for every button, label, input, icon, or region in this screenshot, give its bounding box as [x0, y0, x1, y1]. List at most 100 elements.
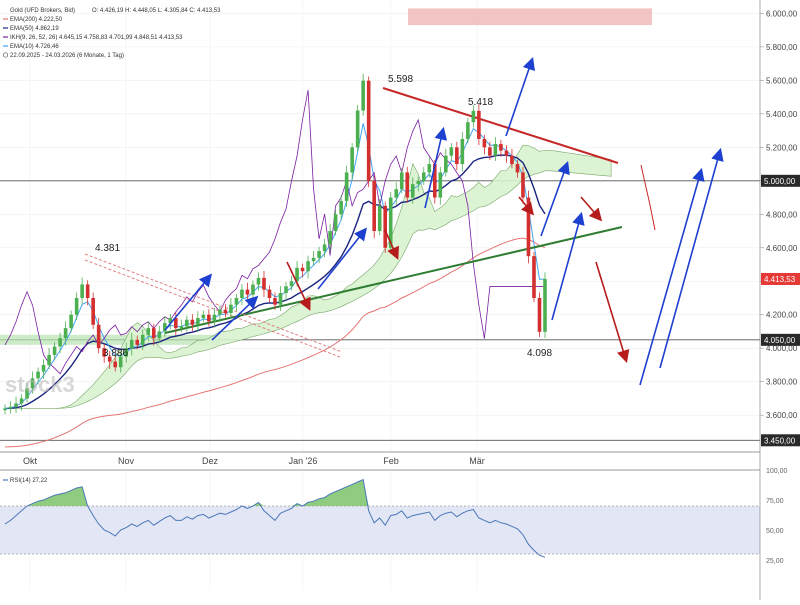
candle-body	[278, 292, 283, 305]
price-annotation: 5.598	[388, 74, 413, 85]
x-tick-label: Jan '26	[289, 456, 318, 466]
candle-body	[8, 406, 13, 409]
rsi-band	[0, 506, 760, 554]
candle-body	[69, 314, 73, 329]
price-annotation: 4.098	[527, 348, 552, 359]
resistance-zone	[408, 8, 652, 26]
rsi-tick-label: 100,00	[766, 468, 788, 475]
blue-arrow	[659, 147, 724, 369]
blue-arrow	[164, 273, 213, 331]
candle-body	[179, 326, 184, 329]
candle-body	[140, 334, 145, 345]
candle-body	[311, 257, 316, 262]
y-tick-label: 4.800,00	[766, 210, 798, 219]
candle-body	[471, 110, 476, 123]
dashed-channel-line	[84, 259, 341, 358]
candle-body	[366, 80, 371, 181]
candle-body	[499, 143, 503, 151]
candle-body	[146, 328, 151, 335]
resistance-trendline	[382, 87, 619, 164]
candle-body	[333, 214, 338, 232]
watermark: stock3	[5, 372, 75, 397]
candle-body	[151, 328, 156, 339]
candle-body	[477, 110, 481, 139]
candle-body	[328, 231, 332, 245]
x-tick-label: Nov	[118, 456, 135, 466]
candle-body	[190, 319, 195, 325]
y-tick-label: 3.600,00	[766, 411, 798, 420]
candle-body	[74, 297, 79, 315]
candle-body	[399, 172, 404, 190]
candle-body	[344, 172, 349, 201]
blue-arrow	[639, 167, 705, 386]
blue-arrow	[551, 211, 585, 321]
candle-body	[432, 164, 437, 198]
rsi-overbought-fill	[5, 479, 545, 506]
candle-body	[19, 398, 24, 404]
candle-body	[36, 371, 40, 379]
last-price-badge	[761, 272, 800, 285]
candle-body	[240, 289, 244, 298]
candle-body	[295, 267, 299, 282]
candle-body	[510, 155, 514, 165]
candle-body	[25, 388, 29, 399]
candle-body	[234, 297, 239, 305]
candle-body	[405, 172, 410, 198]
candle-body	[113, 361, 118, 368]
candle-body	[482, 138, 487, 148]
candle-body	[322, 244, 327, 252]
candle-body	[444, 155, 448, 173]
candle-body	[52, 346, 57, 355]
candle-body	[85, 284, 90, 298]
price-annotation: 3.886	[103, 348, 128, 359]
red-arrow	[595, 261, 630, 364]
y-tick-label: 4.000,00	[766, 344, 798, 353]
level-badge	[761, 434, 800, 447]
candle-body	[207, 314, 211, 322]
ema200-line	[4, 237, 546, 448]
candle-body	[196, 318, 200, 325]
candle-body	[245, 289, 250, 295]
candle-body	[438, 172, 443, 198]
candle-body	[229, 304, 233, 314]
candle-body	[466, 122, 470, 139]
candle-body	[129, 339, 134, 349]
x-tick-label: Mär	[469, 456, 485, 466]
y-tick-label: 5.200,00	[766, 143, 798, 152]
candle-body	[537, 297, 542, 332]
red-arrow	[580, 196, 603, 222]
candle-body	[421, 172, 426, 181]
candle-body	[102, 348, 106, 357]
legend-ichimoku: IKH(9, 26, 52, 26) 4.645,15 4.758,83 4.7…	[10, 35, 183, 41]
x-tick-label: Feb	[383, 456, 399, 466]
candle-body	[63, 328, 68, 339]
y-tick-label: 5.800,00	[766, 43, 798, 52]
blue-arrow	[211, 295, 259, 341]
candle-body	[41, 364, 46, 372]
candle-body	[410, 184, 415, 198]
red-arrow	[518, 196, 535, 216]
level-badge	[761, 174, 800, 187]
candle-body	[493, 143, 498, 156]
blue-arrow	[317, 227, 367, 290]
level-badge-label: 4.050,00	[764, 336, 796, 345]
candle-body	[355, 110, 360, 148]
rsi-tick-label: 75,00	[766, 498, 784, 505]
candle-body	[58, 338, 62, 347]
candle-body	[107, 356, 112, 362]
candle-body	[416, 180, 421, 185]
legend-title: Gold (UFD Brokers, Bid)	[10, 8, 75, 14]
price-annotation: 4.381	[95, 243, 120, 254]
candle-body	[317, 251, 321, 258]
level-badge	[761, 333, 800, 346]
y-tick-label: 3.800,00	[766, 378, 798, 387]
candle-body	[515, 164, 520, 173]
candle-body	[212, 314, 217, 322]
candle-body	[427, 164, 432, 173]
y-tick-label: 6.000,00	[766, 9, 798, 18]
candle-body	[289, 281, 294, 287]
rsi-title: RSI(14) 27,22	[10, 478, 48, 484]
level-badge-label: 3.450,00	[764, 436, 796, 445]
